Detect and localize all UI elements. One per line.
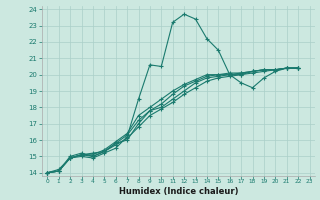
X-axis label: Humidex (Indice chaleur): Humidex (Indice chaleur) (119, 187, 238, 196)
